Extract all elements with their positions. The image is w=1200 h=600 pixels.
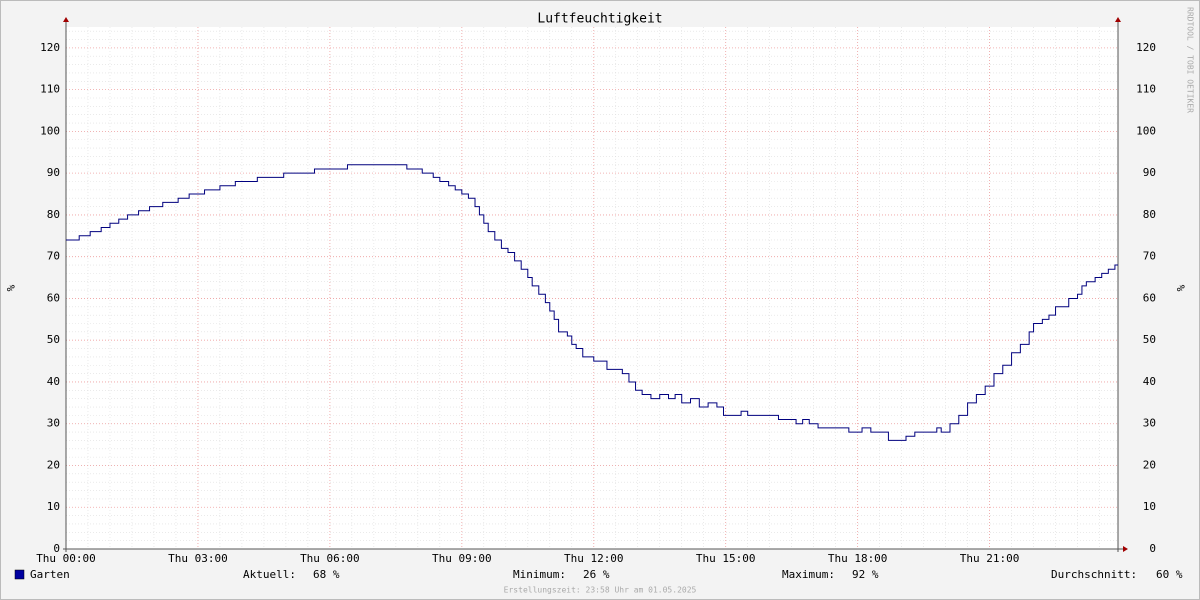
axis-arrow [63,17,69,22]
y2-tick-label: 0 [1149,542,1156,555]
data-line [66,164,1118,441]
stat-label: Durchschnitt: [1051,568,1137,581]
axis-arrow [1115,17,1121,22]
y-tick-label: 50 [47,333,60,346]
watermark: RRDTOOL / TOBI OETIKER [1186,7,1195,113]
x-tick-label: Thu 15:00 [696,552,756,565]
y2-tick-label: 50 [1143,333,1156,346]
x-tick-label: Thu 09:00 [432,552,492,565]
y-tick-label: 20 [47,458,60,471]
y2-tick-label: 90 [1143,166,1156,179]
stat-label: Maximum: [782,568,835,581]
y2-tick-label: 20 [1143,458,1156,471]
legend-label: Garten [30,568,70,581]
x-tick-label: Thu 00:00 [36,552,96,565]
y-tick-label: 110 [40,83,60,96]
y2-tick-label: 30 [1143,417,1156,430]
y-axis-label: % [4,285,17,292]
y2-axis-label: % [1174,285,1187,292]
y2-tick-label: 40 [1143,375,1156,388]
y2-tick-label: 80 [1143,208,1156,221]
y-tick-label: 100 [40,124,60,137]
y-tick-label: 90 [47,166,60,179]
x-tick-label: Thu 12:00 [564,552,624,565]
y2-tick-label: 70 [1143,250,1156,263]
x-tick-label: Thu 06:00 [300,552,360,565]
x-tick-label: Thu 21:00 [960,552,1020,565]
axis-arrow [1123,546,1128,552]
y-tick-label: 40 [47,375,60,388]
stat-value: 60 % [1156,568,1183,581]
stat-value: 26 % [583,568,610,581]
chart-title: Luftfeuchtigkeit [537,12,662,27]
plot-area [66,27,1118,549]
y2-tick-label: 120 [1136,41,1156,54]
stat-value: 68 % [313,568,340,581]
y-tick-label: 0 [53,542,60,555]
legend-swatch [14,569,25,580]
y2-tick-label: 60 [1143,291,1156,304]
x-tick-label: Thu 03:00 [168,552,228,565]
y2-tick-label: 100 [1136,124,1156,137]
y2-tick-label: 110 [1136,83,1156,96]
stat-value: 92 % [852,568,879,581]
y-tick-label: 10 [47,500,60,513]
y-tick-label: 60 [47,291,60,304]
x-tick-label: Thu 18:00 [828,552,888,565]
stat-label: Minimum: [513,568,566,581]
y-tick-label: 30 [47,417,60,430]
y2-tick-label: 10 [1143,500,1156,513]
y-tick-label: 80 [47,208,60,221]
footer: Erstellungszeit: 23:58 Uhr am 01.05.2025 [504,586,697,595]
y-tick-label: 120 [40,41,60,54]
stat-label: Aktuell: [243,568,296,581]
y-tick-label: 70 [47,250,60,263]
